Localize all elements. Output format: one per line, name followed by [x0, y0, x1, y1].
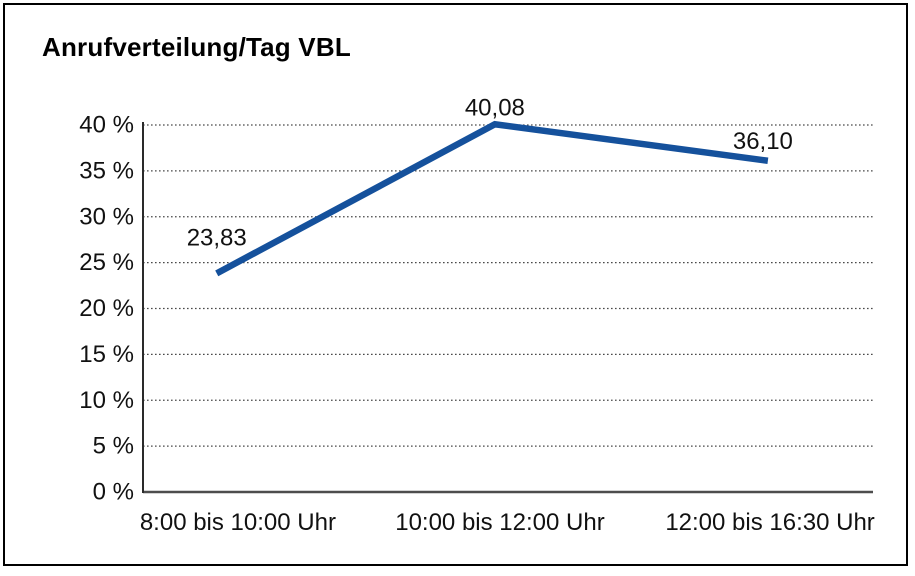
- data-series-line: [215, 120, 769, 277]
- chart-title: Anrufverteilung/Tag VBL: [42, 32, 351, 62]
- data-point-label: 40,08: [465, 94, 525, 121]
- y-tick-label: 30 %: [79, 203, 134, 230]
- y-tick-label: 35 %: [79, 157, 134, 184]
- y-tick-label: 25 %: [79, 249, 134, 276]
- data-point-label: 23,83: [187, 224, 247, 251]
- y-tick-label: 15 %: [79, 341, 134, 368]
- y-tick-label: 20 %: [79, 295, 134, 322]
- chart-frame: Anrufverteilung/Tag VBL: [3, 3, 908, 566]
- data-point-label: 36,10: [733, 128, 793, 155]
- y-tick-label: 5 %: [93, 433, 134, 460]
- y-tick-label: 0 %: [93, 479, 134, 506]
- x-category-label: 10:00 bis 12:00 Uhr: [395, 509, 604, 536]
- y-tick-label: 10 %: [79, 387, 134, 414]
- x-category-label: 12:00 bis 16:30 Uhr: [665, 509, 874, 536]
- x-category-label: 8:00 bis 10:00 Uhr: [140, 509, 336, 536]
- y-tick-label: 40 %: [79, 112, 134, 139]
